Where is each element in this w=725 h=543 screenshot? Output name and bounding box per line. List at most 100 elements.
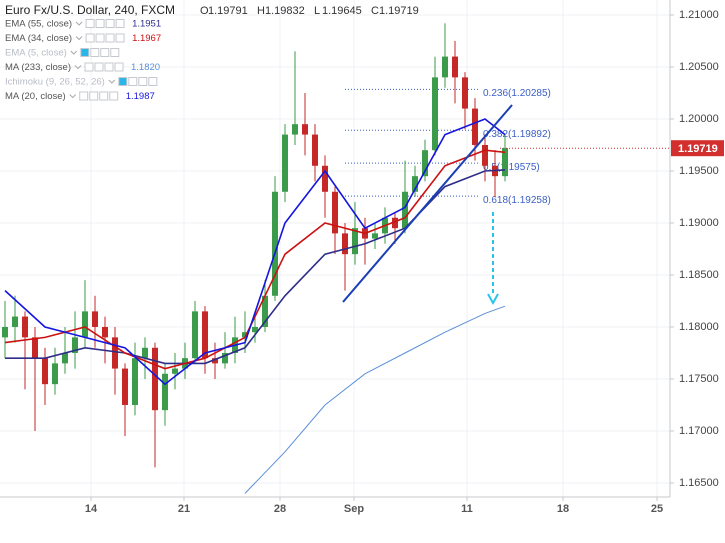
y-tick-label: 1.19000 [679, 217, 719, 229]
legend: Euro Fx/U.S. Dollar, 240, FXCM EMA (55, … [5, 3, 419, 102]
legend-button [99, 91, 109, 101]
candle-body [432, 77, 438, 151]
legend-button [85, 19, 95, 28]
legend-label: EMA (55, close) [5, 19, 72, 30]
candle-body [332, 191, 338, 234]
legend-button [85, 33, 95, 43]
candle-body [192, 311, 198, 359]
y-tick-label: 1.16500 [679, 477, 719, 489]
x-tick-label: 28 [274, 503, 286, 515]
legend-caret [69, 94, 77, 99]
candle-body [132, 358, 138, 405]
candle-body [252, 326, 258, 333]
legend-button [115, 33, 125, 43]
legend-button [105, 19, 115, 28]
legend-button [104, 62, 114, 72]
candle-body [472, 108, 478, 145]
legend-button [89, 91, 99, 101]
y-tick-label: 1.17500 [679, 373, 719, 385]
ohlc-value: 1.19719 [379, 5, 419, 17]
ohlc-value: 1.19832 [265, 5, 305, 17]
y-tick-label: 1.18000 [679, 321, 719, 333]
candle-body [402, 191, 408, 229]
ohlc-value: 1.19791 [208, 5, 248, 17]
legend-label: Ichimoku (9, 26, 52, 26) [5, 77, 105, 88]
candle-body [502, 148, 508, 177]
indicator-line [4, 118, 506, 386]
legend-button [79, 91, 89, 101]
fib-label: 0.236(1.20285) [483, 88, 551, 99]
candle-body [52, 363, 58, 385]
y-tick-label: 1.17000 [679, 425, 719, 437]
legend-value: 1.1820 [131, 62, 160, 73]
legend-caret [70, 50, 78, 55]
candle-body [322, 165, 328, 192]
y-tick-label: 1.20500 [679, 61, 719, 73]
legend-button [94, 62, 104, 72]
fib-label: 0.618(1.19258) [483, 195, 551, 206]
legend-label: EMA (5, close) [5, 48, 67, 59]
candle-body [32, 337, 38, 359]
x-tick-label: 21 [178, 503, 190, 515]
candle-body [342, 233, 348, 255]
legend-label: EMA (34, close) [5, 33, 72, 44]
candle-body [282, 134, 288, 192]
last-price-tag [671, 140, 724, 157]
candle-body [452, 56, 458, 78]
candle-body [122, 368, 128, 405]
candle-body [462, 77, 468, 109]
legend-value: 1.1951 [132, 19, 161, 30]
legend-button [138, 77, 148, 86]
x-tick-label: 18 [557, 503, 569, 515]
candle-body [72, 337, 78, 353]
candle-body [112, 337, 118, 369]
x-tick-label: Sep [344, 503, 364, 515]
candle-body [152, 347, 158, 411]
legend-value: 1.1987 [126, 91, 155, 102]
candle-body [302, 124, 308, 135]
candle-body [372, 233, 378, 239]
legend-button [95, 33, 105, 43]
candle-body [442, 56, 448, 78]
x-tick-label: 11 [461, 503, 473, 515]
arrow-head [487, 293, 499, 306]
candle-body [62, 352, 68, 364]
candle-body [2, 326, 8, 338]
chart-title: Euro Fx/U.S. Dollar, 240, FXCM [5, 3, 175, 17]
candle-body [202, 311, 208, 359]
candle-body [22, 316, 28, 338]
candle-body [262, 295, 268, 327]
ohlc-key: L [314, 5, 320, 17]
fib-label: 0.5(1.19575) [483, 162, 540, 173]
ohlc-key: O [200, 5, 209, 17]
candle-body [162, 373, 168, 411]
last-price-label: 1.19719 [678, 143, 718, 155]
legend-button [80, 48, 90, 57]
legend-caret [74, 65, 82, 70]
candle-body [92, 311, 98, 327]
ohlc-key: C [371, 5, 379, 17]
candle-body [42, 358, 48, 385]
indicator-line [244, 305, 506, 494]
legend-button [95, 19, 105, 28]
y-tick-label: 1.18500 [679, 269, 719, 281]
x-tick-label: 14 [85, 503, 98, 515]
candle-body [12, 316, 18, 327]
indicator-line [4, 149, 506, 370]
legend-button [128, 77, 138, 86]
x-tick-label: 25 [651, 503, 663, 515]
fib-label: 0.382(1.19892) [483, 129, 551, 140]
candle-body [392, 217, 398, 229]
candle-body [292, 124, 298, 135]
legend-button [105, 33, 115, 43]
trend-line [342, 104, 513, 303]
legend-button [100, 48, 110, 57]
legend-label: MA (20, close) [5, 91, 66, 102]
legend-button [148, 77, 158, 86]
candle-body [272, 191, 278, 296]
candle-body [242, 332, 248, 338]
indicator-line [5, 169, 506, 365]
candle-body [312, 134, 318, 166]
